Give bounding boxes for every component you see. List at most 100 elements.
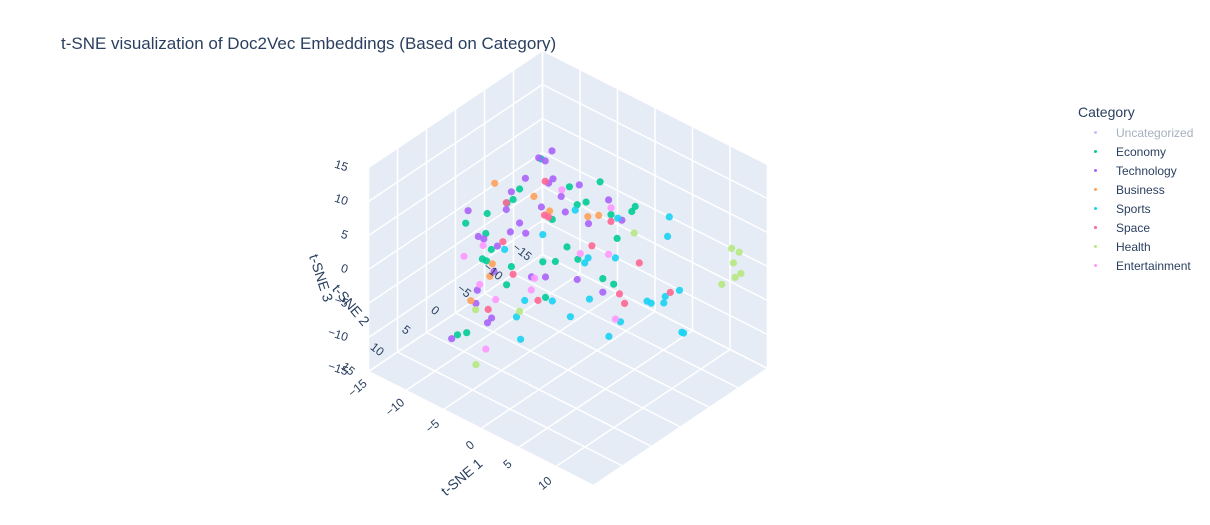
data-point <box>503 281 511 289</box>
data-point <box>516 185 524 193</box>
x-tick-label: −5 <box>423 416 443 436</box>
x-axis-title: t-SNE 1 <box>438 455 486 499</box>
data-point <box>575 181 583 189</box>
data-point <box>506 228 514 236</box>
data-point <box>464 207 472 215</box>
data-point <box>635 259 643 267</box>
legend-item[interactable]: Uncategorized <box>1078 123 1193 142</box>
data-point <box>517 335 525 343</box>
data-point <box>509 195 517 204</box>
data-point <box>605 250 613 258</box>
legend-item[interactable]: Technology <box>1078 161 1193 180</box>
data-point <box>584 213 592 221</box>
data-point <box>541 293 550 301</box>
z-axis-title: t-SNE 3 <box>306 252 336 304</box>
data-point <box>665 213 673 221</box>
data-point <box>573 275 581 284</box>
data-point <box>463 329 471 337</box>
data-point <box>488 314 496 322</box>
data-point <box>581 259 589 267</box>
data-point <box>605 196 613 204</box>
data-point <box>502 199 510 207</box>
data-point <box>607 217 615 225</box>
data-point <box>731 273 739 281</box>
data-point <box>479 241 487 250</box>
data-point <box>483 209 491 218</box>
data-point <box>474 232 482 241</box>
data-point <box>488 260 496 268</box>
data-point <box>545 213 553 221</box>
legend-item[interactable]: Entertainment <box>1078 256 1193 275</box>
data-point <box>557 192 565 200</box>
data-point <box>467 297 475 305</box>
data-point <box>453 331 462 339</box>
grid-lines <box>367 49 769 487</box>
legend-label: Business <box>1116 182 1165 197</box>
legend-marker-icon <box>1094 188 1097 191</box>
legend-item[interactable]: Space <box>1078 218 1193 237</box>
data-point <box>516 219 524 227</box>
data-point <box>460 252 468 260</box>
legend-marker-icon <box>1094 150 1097 153</box>
data-point <box>539 231 547 239</box>
data-point <box>647 299 655 307</box>
data-point <box>628 207 636 216</box>
data-point <box>472 306 480 314</box>
data-point <box>507 263 515 271</box>
grid-line <box>368 370 594 487</box>
legend-item[interactable]: Sports <box>1078 199 1193 218</box>
data-point <box>565 183 574 191</box>
data-point <box>549 175 557 183</box>
data-point <box>516 307 524 315</box>
data-point <box>571 206 579 214</box>
data-point <box>493 242 501 250</box>
data-point <box>596 178 604 186</box>
z-tick-label: 5 <box>339 227 350 242</box>
data-point <box>480 235 488 243</box>
legend-item[interactable]: Health <box>1078 237 1193 256</box>
grid-line <box>593 367 768 487</box>
data-point <box>621 299 629 307</box>
legend-marker-icon <box>1094 264 1097 267</box>
data-point <box>735 248 743 256</box>
data-point <box>546 207 554 215</box>
data-point <box>541 177 549 185</box>
legend-item[interactable]: Business <box>1078 180 1193 199</box>
data-point <box>509 270 517 278</box>
data-point <box>487 245 495 254</box>
data-point <box>531 274 539 282</box>
z-tick-label: 10 <box>333 191 350 209</box>
data-point <box>718 280 726 288</box>
grid-line <box>368 83 543 203</box>
data-point <box>472 361 480 369</box>
data-point <box>558 186 566 194</box>
legend-marker-icon <box>1094 207 1097 210</box>
data-point <box>491 179 499 187</box>
x-tick-label: −15 <box>345 376 370 400</box>
legend-marker-icon <box>1094 245 1097 248</box>
data-point <box>737 269 745 278</box>
legend-marker-icon <box>1094 131 1097 134</box>
data-point <box>521 296 529 305</box>
data-point <box>534 296 542 304</box>
grid-line <box>542 49 768 166</box>
data-points <box>448 147 745 369</box>
legend-label: Uncategorized <box>1116 125 1194 140</box>
z-tick-label: 0 <box>339 261 350 276</box>
data-point <box>614 214 622 222</box>
data-point <box>588 242 596 250</box>
grid-line <box>397 351 623 467</box>
x-tick-label: 10 <box>535 473 554 493</box>
data-point <box>541 273 550 281</box>
data-point <box>585 295 594 303</box>
data-point <box>566 313 575 321</box>
legend-item[interactable]: Economy <box>1078 142 1193 161</box>
data-point <box>478 255 486 263</box>
data-point <box>729 259 738 267</box>
data-point <box>448 335 456 343</box>
data-point <box>502 205 510 214</box>
grid-line <box>542 83 768 200</box>
data-point <box>484 305 492 313</box>
data-point <box>678 328 686 336</box>
